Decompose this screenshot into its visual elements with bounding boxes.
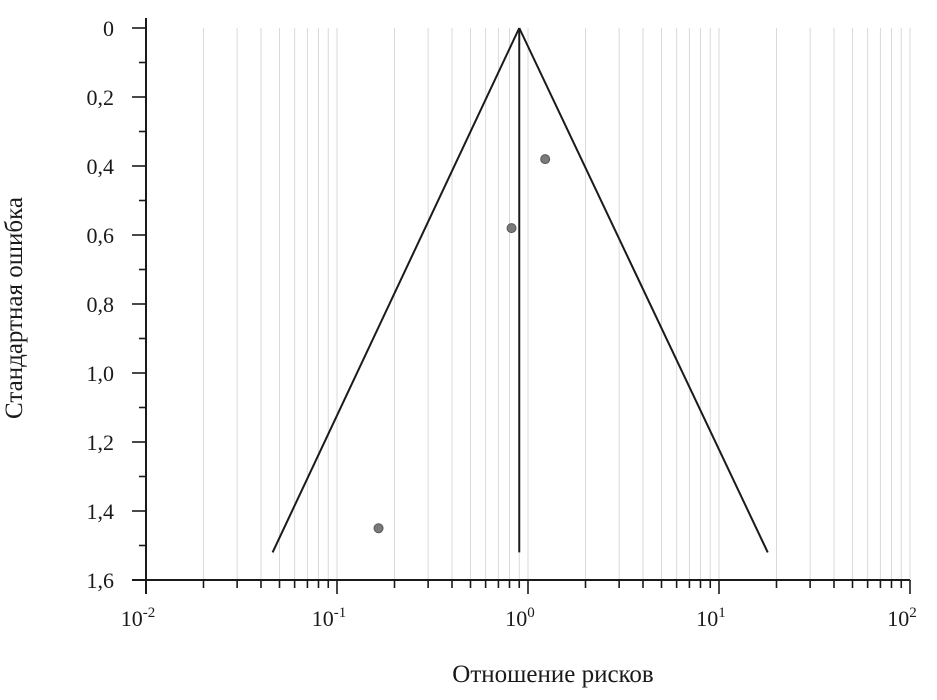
- y-tick-label: 0,4: [87, 154, 115, 179]
- data-point: [506, 223, 517, 234]
- x-tick-label: 102: [887, 605, 917, 631]
- y-tick-label: 1,4: [87, 499, 115, 524]
- x-tick-label: 101: [696, 605, 726, 631]
- y-tick-label: 1,6: [87, 568, 115, 593]
- y-tick-label: 1,0: [87, 361, 115, 386]
- y-tick-label: 1,2: [87, 430, 115, 455]
- tick-labels: 0 0,2 0,4 0,6 0,8 1,0 1,2 1,4 1,610-2 10-1 100 101 1…: [87, 16, 917, 631]
- data-point: [540, 154, 551, 165]
- x-axis-title: Отношение рисков: [452, 661, 653, 688]
- y-tick-label: 0: [103, 16, 114, 41]
- grid: [145, 28, 911, 580]
- x-tick-label: 10-1: [312, 605, 347, 631]
- funnel-right-line: [518, 27, 769, 553]
- y-tick-label: 0,2: [87, 85, 115, 110]
- x-tick-label: 10-2: [121, 605, 156, 631]
- data-point: [373, 523, 384, 534]
- funnel-left-line: [271, 27, 521, 553]
- x-tick-label: 100: [505, 605, 535, 631]
- funnel: [271, 27, 769, 553]
- y-axis-title: Стандартная ошибка: [1, 197, 28, 419]
- data-points: [373, 154, 551, 534]
- y-tick-label: 0,6: [87, 223, 115, 248]
- y-tick-label: 0,8: [87, 292, 115, 317]
- axes: [132, 18, 911, 594]
